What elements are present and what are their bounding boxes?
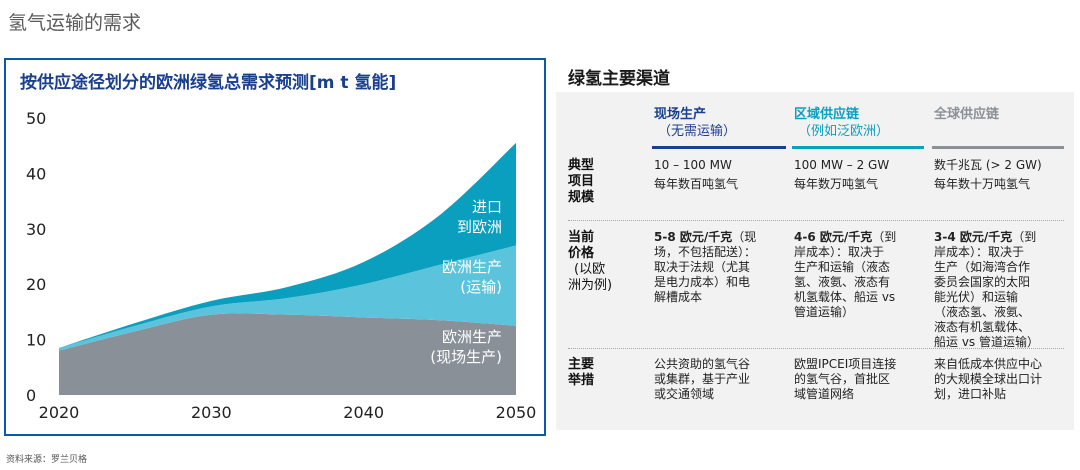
cell-scale-regional: 100 MW – 2 GW 每年数万吨氢气 — [794, 158, 929, 192]
cell-line: 生产（如海湾合作 — [934, 260, 1031, 274]
cell-line: 岸成本）：取决于 — [934, 245, 1025, 259]
col-title: 全球供应链 — [934, 107, 1000, 122]
source-note: 资料来源：罗兰贝格 — [6, 455, 88, 465]
col-bar-global — [932, 146, 1064, 149]
area-series-1 — [59, 245, 516, 351]
cell-line: 每年数百吨氢气 — [654, 177, 739, 191]
cell-line: 船运 vs 管道运输） — [934, 335, 1039, 349]
col-bar-regional — [792, 146, 924, 149]
cell-line: 是电力成本）和电 — [654, 275, 751, 289]
row-head-line: 举措 — [568, 373, 595, 388]
cell-line: 划，进口补贴 — [934, 387, 1007, 401]
page-title: 氢气运输的需求 — [8, 12, 142, 34]
cell-price-onsite: 5-8 欧元/千克（现 场，不包括配送）： 取决于法规（尤其 是电力成本）和电 … — [654, 230, 789, 305]
cell-line: 的氢气谷，首批区 — [794, 372, 891, 386]
cell-line: 管道运输） — [794, 305, 855, 319]
col-head-global: 全球供应链 — [934, 106, 1064, 123]
y-tick-label: 50 — [26, 109, 46, 128]
series-label: 欧洲生产(运输) — [442, 258, 502, 296]
row-separator — [568, 348, 1064, 349]
cell-measures-global: 来自低成本供应中心 的大规模全球出口计 划，进口补贴 — [934, 357, 1069, 402]
price-range: 4-6 欧元/千克 — [794, 230, 873, 244]
chart-panel: 0 10 20 30 40 50 2020 2030 2040 2050 欧洲生产(现场生产) 欧洲生… — [4, 58, 546, 436]
cell-line: （现 — [732, 230, 757, 244]
cell-line: 场，不包括配送）： — [654, 245, 757, 259]
series-label: 进口到欧洲 — [457, 198, 502, 236]
x-tick-label: 2030 — [191, 403, 232, 422]
cell-measures-regional: 欧盟IPCEI项目连接 的氢气谷，首批区 域管道网络 — [794, 357, 929, 402]
cell-line: 液态有机氢载体、 — [934, 320, 1031, 334]
col-subtitle: （无需运输） — [658, 124, 737, 139]
cell-line: 能光伏）和运输 — [934, 290, 1019, 304]
x-tick-label: 2040 — [343, 403, 384, 422]
cell-line: 100 MW – 2 GW — [794, 158, 890, 172]
cell-line: 氢、液氨、液态有 — [794, 275, 891, 289]
cell-measures-onsite: 公共资助的氢气谷 或集群，基于产业 或交通领域 — [654, 357, 789, 402]
col-title: 区域供应链 — [794, 107, 860, 122]
row-head-line: 项目 — [568, 174, 595, 189]
row-separator — [568, 220, 1064, 221]
cell-line: 取决于法规（尤其 — [654, 260, 751, 274]
y-tick-label: 10 — [26, 331, 46, 350]
x-tick-label: 2050 — [496, 403, 537, 422]
cell-line: 解槽成本 — [654, 290, 703, 304]
row-head-line: 典型 — [568, 158, 595, 173]
price-range: 5-8 欧元/千克 — [654, 230, 733, 244]
cell-scale-global: 数千兆瓦 (> 2 GW) 每年数十万吨氢气 — [934, 158, 1069, 192]
cell-line: 来自低成本供应中心 — [934, 357, 1043, 371]
col-bar-onsite — [652, 146, 786, 149]
cell-line: （到 — [872, 230, 897, 244]
row-head-line: 价格 — [568, 246, 595, 261]
cell-line: （到 — [1012, 230, 1037, 244]
cell-line: 或交通领域 — [654, 387, 715, 401]
cell-line: 每年数十万吨氢气 — [934, 177, 1031, 191]
row-head-line: 规模 — [568, 190, 595, 205]
x-tick-label: 2020 — [39, 403, 80, 422]
y-tick-label: 40 — [26, 164, 46, 183]
series-label: 欧洲生产(现场生产) — [430, 328, 502, 366]
row-head-sub: (以欧 — [574, 262, 606, 277]
cell-scale-onsite: 10 – 100 MW 每年数百吨氢气 — [654, 158, 789, 192]
y-tick-label: 0 — [26, 386, 36, 405]
cell-line: （液态氢、液氨、 — [934, 305, 1031, 319]
y-tick-label: 30 — [26, 220, 46, 239]
chart-title: 按供应途径划分的欧洲绿氢总需求预测[m t 氢能] — [20, 73, 397, 93]
cell-line: 10 – 100 MW — [654, 158, 732, 172]
price-range: 3-4 欧元/千克 — [934, 230, 1013, 244]
cell-line: 域管道网络 — [794, 387, 855, 401]
area-series-2 — [59, 142, 516, 348]
cell-line: 机氢载体、船运 vs — [794, 290, 896, 304]
y-tick-label: 20 — [26, 275, 46, 294]
cell-line: 的大规模全球出口计 — [934, 372, 1043, 386]
cell-line: 或集群，基于产业 — [654, 372, 751, 386]
cell-line: 委员会国家的太阳 — [934, 275, 1031, 289]
cell-price-global: 3-4 欧元/千克（到 岸成本）：取决于 生产（如海湾合作 委员会国家的太阳 能… — [934, 230, 1069, 350]
col-head-onsite: 现场生产 （无需运输） — [654, 106, 784, 140]
row-head-line: 当前 — [568, 230, 595, 245]
cell-line: 公共资助的氢气谷 — [654, 357, 751, 371]
cell-line: 每年数万吨氢气 — [794, 177, 879, 191]
cell-line: 岸成本）：取决于 — [794, 245, 885, 259]
table-panel: 现场生产 （无需运输） 区域供应链 （例如泛欧洲） 全球供应链 典型 项目 规模… — [556, 92, 1074, 430]
col-subtitle: （例如泛欧洲） — [798, 124, 890, 139]
row-head-measures: 主要 举措 — [568, 357, 594, 389]
area-series-0 — [59, 313, 516, 395]
cell-line: 数千兆瓦 (> 2 GW) — [934, 158, 1042, 172]
cell-line: 欧盟IPCEI项目连接 — [794, 357, 897, 371]
table-title: 绿氢主要渠道 — [568, 69, 670, 89]
row-head-price: 当前 价格 (以欧 洲为例) — [568, 230, 612, 294]
cell-price-regional: 4-6 欧元/千克（到 岸成本）：取决于 生产和运输（液态 氢、液氨、液态有 机… — [794, 230, 929, 320]
row-head-scale: 典型 项目 规模 — [568, 158, 594, 206]
row-head-sub: 洲为例) — [568, 278, 613, 293]
col-title: 现场生产 — [654, 107, 707, 122]
row-head-line: 主要 — [568, 357, 595, 372]
col-head-regional: 区域供应链 （例如泛欧洲） — [794, 106, 924, 140]
cell-line: 生产和运输（液态 — [794, 260, 891, 274]
